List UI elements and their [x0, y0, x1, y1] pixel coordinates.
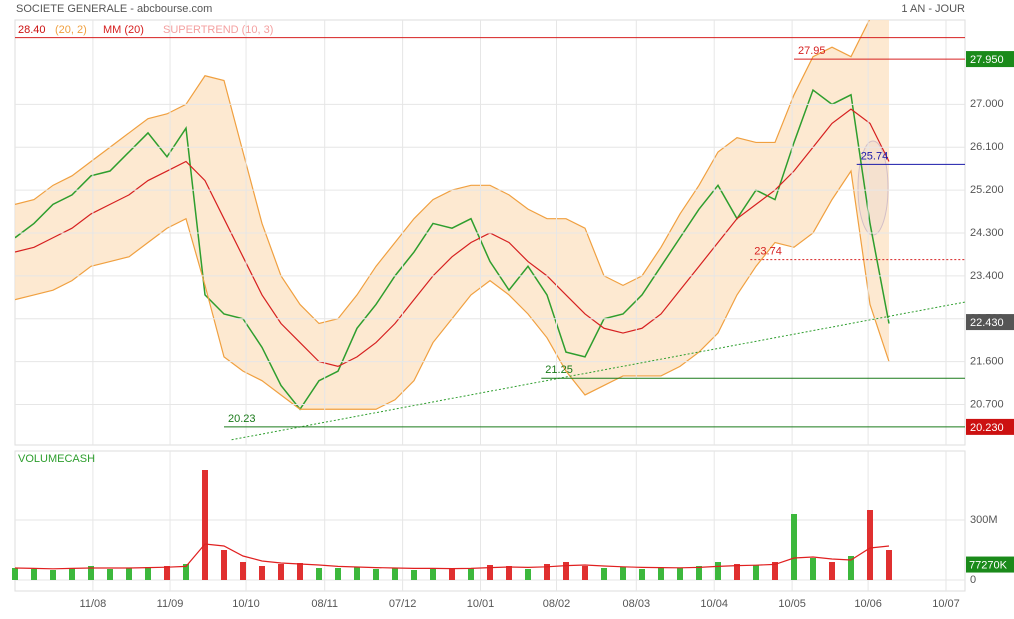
volume-bar — [145, 567, 151, 580]
volume-bar — [411, 570, 417, 580]
level-label: 27.95 — [798, 45, 826, 57]
y-tick-label: 21.600 — [970, 356, 1004, 368]
volume-last-box — [966, 556, 1014, 573]
x-tick-label: 08/03 — [623, 598, 651, 610]
y-tick-label: 26.100 — [970, 141, 1004, 153]
x-tick-label: 08/11 — [311, 598, 338, 610]
volume-bar — [658, 568, 664, 580]
volume-bar — [392, 568, 398, 580]
price-box — [966, 314, 1014, 331]
volume-bar — [354, 567, 360, 580]
volume-bar — [316, 568, 322, 580]
volume-bar — [506, 566, 512, 580]
volume-bar — [886, 550, 892, 580]
y-tick-label: 23.400 — [970, 270, 1004, 282]
period: 1 AN - JOUR — [901, 3, 965, 15]
volume-bar — [259, 566, 265, 580]
volume-bar — [753, 565, 759, 580]
volume-bar — [563, 562, 569, 580]
volume-bar — [50, 570, 56, 580]
volume-bar — [487, 565, 493, 580]
price-box — [966, 51, 1014, 68]
title: SOCIETE GENERALE - abcbourse.com — [16, 3, 212, 15]
x-tick-label: 10/06 — [854, 598, 882, 610]
volume-ma — [14, 543, 890, 570]
volume-bar — [468, 568, 474, 580]
price-box-label: 20.230 — [970, 422, 1004, 434]
volume-bar — [69, 568, 75, 580]
volume-bar — [373, 569, 379, 580]
price-box-label: 22.430 — [970, 317, 1004, 329]
volume-bar — [335, 568, 341, 580]
volume-bar — [639, 569, 645, 580]
legend-item: 28.40 — [18, 24, 46, 36]
legend-item: MM (20) — [103, 24, 144, 36]
y-tick-label: 300M — [970, 514, 998, 526]
x-tick-label: 11/08 — [80, 598, 107, 610]
x-tick-label: 10/05 — [778, 598, 806, 610]
volume-bar — [240, 562, 246, 580]
legend-item: (20, 2) — [55, 24, 87, 36]
volume-bar — [430, 568, 436, 580]
level-label: 25.74 — [861, 150, 889, 162]
y-tick-label: 25.200 — [970, 184, 1004, 196]
x-tick-label: 10/07 — [932, 598, 960, 610]
legend-item: SUPERTREND (10, 3) — [163, 24, 273, 36]
volume-bar — [582, 566, 588, 580]
volume-bar — [734, 564, 740, 580]
y-tick-label: 0 — [970, 574, 976, 586]
volume-bar — [810, 558, 816, 580]
volume-bar — [544, 564, 550, 580]
level-label: 21.25 — [545, 364, 573, 376]
x-tick-label: 07/12 — [389, 598, 417, 610]
volume-bar — [791, 514, 797, 580]
volume-bar — [107, 569, 113, 580]
volume-bar — [525, 569, 531, 580]
y-tick-label: 27.000 — [970, 98, 1004, 110]
volume-bar — [449, 569, 455, 580]
volume-bar — [696, 566, 702, 580]
y-tick-label: 24.300 — [970, 227, 1004, 239]
volume-bar — [772, 562, 778, 580]
volume-bar — [715, 562, 721, 580]
volume-bar — [867, 510, 873, 580]
trendline — [231, 301, 966, 441]
volume-bar — [88, 566, 94, 580]
volume-bar — [677, 568, 683, 580]
volume-title: VOLUMECASH — [18, 453, 95, 465]
volume-bar — [601, 568, 607, 580]
price-box-label: 27.950 — [970, 54, 1004, 66]
level-label: 20.23 — [228, 413, 256, 425]
volume-bar — [31, 569, 37, 580]
volume-bar — [829, 562, 835, 580]
x-tick-label: 08/02 — [543, 598, 571, 610]
x-tick-label: 11/09 — [157, 598, 184, 610]
volume-bar — [164, 566, 170, 580]
price-box — [966, 418, 1014, 435]
series-line — [15, 108, 890, 368]
y-tick-label: 20.700 — [970, 398, 1004, 410]
series-line — [15, 88, 890, 411]
level-label: 23.74 — [754, 246, 782, 258]
volume-bar — [202, 470, 208, 580]
volume-bar — [183, 564, 189, 580]
volume-bar — [12, 568, 18, 580]
volume-last-label: 77270K — [969, 559, 1008, 571]
volume-bar — [221, 550, 227, 580]
volume-bar — [848, 556, 854, 580]
volume-bar — [620, 567, 626, 580]
x-tick-label: 10/10 — [232, 598, 260, 610]
volume-bar — [278, 564, 284, 580]
x-tick-label: 10/01 — [467, 598, 495, 610]
volume-bar — [297, 563, 303, 580]
volume-bar — [126, 568, 132, 580]
x-tick-label: 10/04 — [700, 598, 728, 610]
